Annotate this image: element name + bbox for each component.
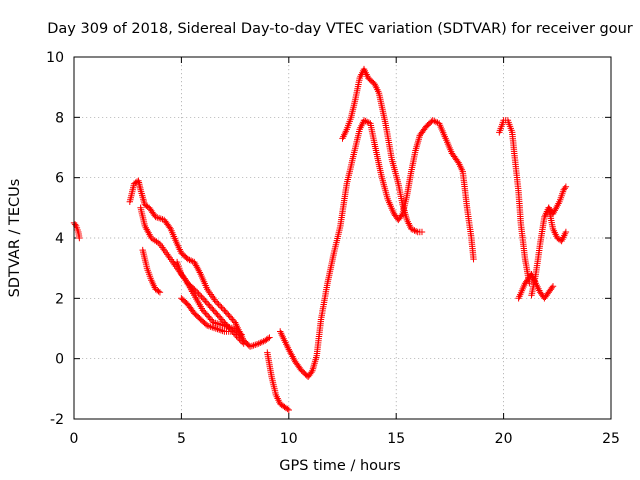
x-tick-label: 0	[70, 431, 79, 447]
x-axis-label: GPS time / hours	[279, 458, 400, 474]
y-tick-label: -2	[50, 412, 64, 428]
y-tick-label: 6	[55, 171, 64, 187]
y-axis-label: SDTVAR / TECUs	[7, 179, 23, 298]
x-tick-label: 10	[280, 431, 298, 447]
y-tick-label: 10	[46, 50, 64, 66]
chart-title: Day 309 of 2018, Sidereal Day-to-day VTE…	[47, 21, 633, 37]
series-arc-2	[126, 177, 273, 350]
series-arc-1	[70, 219, 83, 242]
series-arc-6	[178, 295, 235, 335]
series-arc-9	[339, 65, 426, 236]
series-arc-5	[173, 258, 247, 347]
x-tick-label: 20	[495, 431, 513, 447]
series-arc-8	[277, 117, 477, 380]
plot-frame	[73, 56, 612, 420]
series-arc-10	[496, 117, 533, 287]
data-points	[70, 65, 570, 414]
y-tick-label: 4	[55, 231, 64, 247]
series-arc-7	[264, 349, 292, 414]
x-tick-label: 15	[387, 431, 405, 447]
y-tick-label: 8	[55, 110, 64, 126]
x-tick-label: 25	[602, 431, 620, 447]
y-tick-label: 2	[55, 291, 64, 307]
x-tick-label: 5	[177, 431, 186, 447]
series-arc-13	[545, 204, 570, 245]
y-tick-label: 0	[55, 352, 64, 368]
series-arc-4	[139, 246, 164, 296]
axis-ticks: 0 5 10 15 20 25 -2 0 2 4 6 8 10	[46, 50, 620, 447]
